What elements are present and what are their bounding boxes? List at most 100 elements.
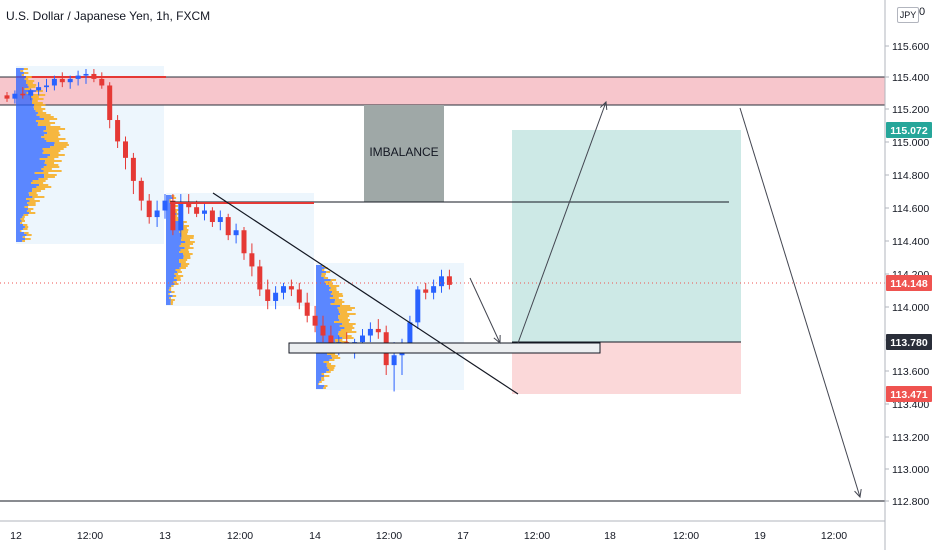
volume-bar-up [166, 289, 169, 291]
volume-bar-up [166, 265, 181, 267]
volume-bar-up [166, 269, 176, 271]
volume-bar-up [16, 188, 33, 190]
volume-bar-up [16, 76, 26, 78]
volume-bar-up [16, 170, 44, 172]
volume-bar-up [16, 136, 42, 138]
volume-bar-down [178, 261, 186, 263]
volume-bar-up [16, 196, 33, 198]
volume-bar-down [43, 118, 58, 120]
volume-bar-up [16, 190, 33, 192]
volume-bar-up [16, 140, 47, 142]
volume-bar-up [166, 217, 174, 219]
volume-bar-up [16, 176, 45, 178]
volume-bar-down [23, 228, 28, 230]
volume-bar-down [340, 313, 356, 315]
volume-bar-down [326, 283, 333, 285]
volume-bar-up [16, 226, 25, 228]
volume-bar-down [183, 255, 191, 257]
volume-bar-down [32, 100, 38, 102]
volume-bar-up [16, 202, 28, 204]
volume-bar-up [316, 285, 330, 287]
candle-body [28, 90, 34, 96]
volume-bar-up [16, 70, 21, 72]
volume-bar-down [323, 387, 326, 389]
volume-bar-down [32, 180, 46, 182]
candle-body [83, 73, 89, 76]
volume-bar-up [166, 237, 182, 239]
candle-body [446, 276, 452, 285]
volume-bar-down [47, 156, 59, 158]
volume-bar-down [35, 90, 43, 92]
volume-bar-up [16, 238, 26, 240]
volume-bar-down [44, 174, 57, 176]
volume-bar-down [332, 357, 341, 359]
volume-bar-up [166, 267, 180, 269]
volume-bar-up [316, 305, 340, 307]
volume-bar-up [166, 215, 173, 217]
volume-bar-down [183, 257, 191, 259]
candle-body [51, 78, 57, 86]
volume-bar-up [166, 245, 180, 247]
volume-bar-up [16, 120, 36, 122]
volume-bar-down [327, 367, 335, 369]
volume-bar-down [39, 184, 49, 186]
volume-bar-down [42, 148, 64, 150]
volume-bar-up [166, 209, 174, 211]
volume-bar-down [29, 194, 38, 196]
x-tick-label: 12:00 [524, 530, 550, 542]
volume-bar-down [24, 78, 29, 80]
volume-bar-down [173, 209, 179, 211]
volume-bar-down [28, 204, 36, 206]
candle-body [407, 322, 413, 346]
candle-body [431, 286, 437, 293]
volume-bar-down [183, 253, 193, 255]
downtrend-line [212, 192, 519, 395]
volume-bar-up [16, 192, 29, 194]
volume-bar-down [174, 205, 178, 207]
currency-badge[interactable]: JPY [897, 7, 919, 23]
volume-bar-down [38, 122, 56, 124]
volume-bar-down [29, 200, 40, 202]
candle-body [12, 93, 18, 99]
volume-bar-up [16, 110, 36, 112]
supply-zone [0, 77, 885, 105]
volume-bar-up [16, 146, 51, 148]
volume-bar-down [326, 271, 331, 273]
volume-bar-up [316, 329, 341, 331]
volume-bar-up [166, 281, 174, 283]
volume-bar-up [316, 387, 324, 389]
volume-bar-down [322, 269, 325, 271]
volume-bar-down [330, 293, 343, 295]
volume-bar-down [338, 317, 348, 319]
volume-bar-up [316, 311, 339, 313]
price-tag-label: 115.072 [890, 125, 928, 137]
volume-bar-down [29, 212, 36, 214]
volume-bar-up [316, 291, 333, 293]
volume-bar-up [316, 361, 324, 363]
volume-bar-up [16, 144, 55, 146]
volume-bar-down [34, 108, 46, 110]
candle-body [138, 180, 144, 201]
volume-bar-up [16, 154, 51, 156]
volume-bar-down [43, 130, 59, 132]
volume-bar-down [22, 216, 25, 218]
volume-bar-up [16, 160, 46, 162]
volume-bar-up [316, 283, 327, 285]
demand-rectangle [288, 342, 601, 354]
volume-bar-up [316, 371, 327, 373]
volume-bar-down [26, 210, 31, 212]
volume-bar-up [16, 122, 39, 124]
volume-bar-down [339, 325, 353, 327]
volume-bar-up [316, 317, 339, 319]
drawing-lines [0, 100, 885, 502]
volume-bar-down [180, 265, 188, 267]
volume-bar-down [169, 297, 171, 299]
volume-bar-down [28, 208, 34, 210]
volume-bar-down [172, 197, 177, 199]
volume-bar-up [316, 309, 339, 311]
volume-bar-down [174, 273, 179, 275]
volume-bar-up [166, 201, 170, 203]
projection-arrow-down-head [493, 334, 501, 345]
candle-body [296, 289, 302, 303]
